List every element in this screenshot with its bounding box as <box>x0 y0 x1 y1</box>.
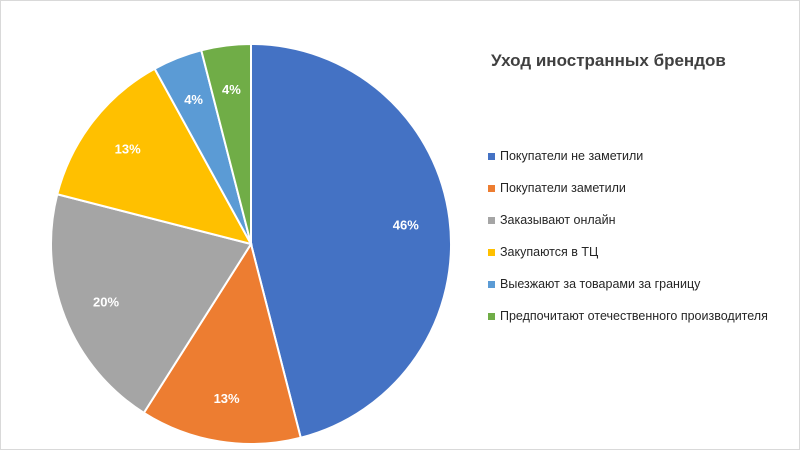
legend-swatch <box>488 217 495 224</box>
legend-item: Выезжают за товарами за границу <box>488 277 798 292</box>
legend-swatch <box>488 185 495 192</box>
legend-item: Предпочитают отечественного производител… <box>488 309 798 324</box>
legend-label: Покупатели не заметили <box>500 149 644 163</box>
slice-data-label: 4% <box>222 82 241 97</box>
slice-data-label: 13% <box>115 141 141 156</box>
legend-label: Покупатели заметили <box>500 181 626 195</box>
legend-swatch <box>488 249 495 256</box>
legend-item: Покупатели не заметили <box>488 149 798 164</box>
legend-label: Выезжают за товарами за границу <box>500 277 701 291</box>
legend-label: Заказывают онлайн <box>500 213 616 227</box>
legend: Покупатели не заметили Покупатели замети… <box>488 149 798 341</box>
legend-swatch <box>488 153 495 160</box>
legend-item: Заказывают онлайн <box>488 213 798 228</box>
pie-slice <box>142 241 302 445</box>
legend-swatch <box>488 281 495 288</box>
pie-slice <box>250 42 453 439</box>
legend-swatch <box>488 313 495 320</box>
slice-data-label: 4% <box>184 92 203 107</box>
slice-data-label: 20% <box>93 294 119 309</box>
chart-title: Уход иностранных брендов <box>491 51 726 70</box>
pie-slice <box>56 67 253 246</box>
legend-label: Закупаются в ТЦ <box>500 245 599 259</box>
pie-slice <box>50 193 253 415</box>
legend-item: Закупаются в ТЦ <box>488 245 798 260</box>
slice-data-label: 13% <box>214 391 240 406</box>
slice-data-label: 46% <box>393 217 419 232</box>
pie-slice <box>200 42 252 245</box>
legend-item: Покупатели заметили <box>488 181 798 196</box>
legend-label: Предпочитают отечественного производител… <box>500 309 768 323</box>
